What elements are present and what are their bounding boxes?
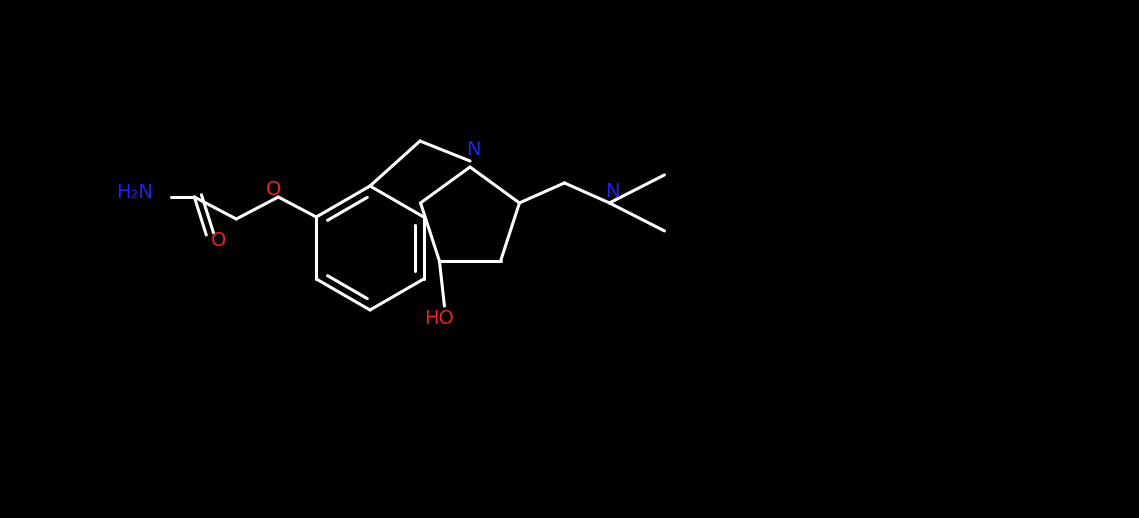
- Text: O: O: [265, 180, 281, 199]
- Text: N: N: [605, 182, 620, 202]
- Text: HO: HO: [425, 309, 454, 327]
- Text: O: O: [211, 232, 226, 251]
- Text: N: N: [466, 140, 481, 160]
- Text: H₂N: H₂N: [116, 183, 154, 203]
